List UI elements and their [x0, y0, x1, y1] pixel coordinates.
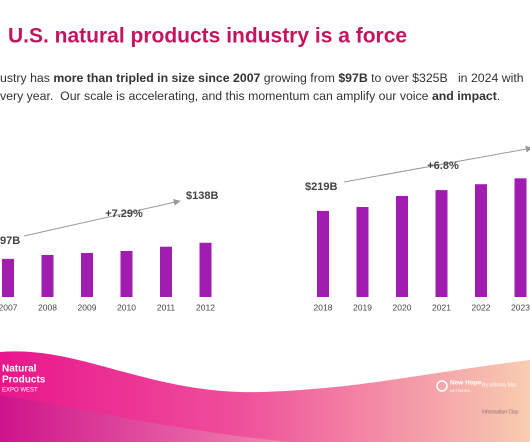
bar: [160, 246, 172, 297]
body-segment: .: [497, 89, 500, 103]
bar: [120, 251, 133, 297]
footer-wave: [0, 351, 530, 442]
network-icon: [436, 380, 448, 392]
body-segment: to over $325B in 2024 with: [368, 71, 524, 85]
bar: [81, 252, 93, 297]
x-tick-label: 2018: [314, 302, 333, 312]
classification: Information Clas: [482, 409, 519, 415]
body-segment: and impact: [432, 89, 497, 103]
expo-logo-line: Products: [2, 375, 46, 386]
bar: [317, 210, 329, 297]
value-label: $138B: [186, 190, 218, 202]
slide-title: U.S. natural products industry is a forc…: [8, 25, 407, 48]
footer: Natural Products EXPO WEST New Hope NETW…: [0, 351, 530, 442]
bar: [435, 190, 448, 297]
x-tick-label: 2011: [157, 302, 176, 312]
body-segment: $97B: [338, 71, 368, 85]
body-line: ustry has more than tripled in size sinc…: [0, 71, 524, 85]
bar: [199, 242, 212, 297]
expo-logo-line: EXPO WEST: [2, 388, 38, 394]
body-segment: very year. Our scale is accelerating, an…: [0, 89, 432, 103]
charts: 2007 2008 2009 2010 2011 201297B$138B+7.29%20…: [0, 145, 530, 312]
bar: [2, 258, 14, 297]
bar: [41, 254, 54, 297]
x-tick-label: 2007: [0, 302, 18, 312]
growth-label: +6.8%: [427, 160, 459, 172]
bar: [396, 195, 408, 297]
body-segment: growing from: [260, 71, 338, 85]
x-tick-label: 2019: [353, 302, 372, 312]
bar-chart: 2007 2008 2009 2010 2011 2012 97B $138B +7.29%: [0, 190, 218, 312]
body-segment: ustry has: [0, 71, 53, 85]
trend-arrow: [23, 198, 181, 237]
x-tick-label: 2012: [196, 302, 215, 312]
x-tick-label: 2021: [432, 302, 451, 312]
x-tick-label: 2022: [472, 302, 491, 312]
value-label: $219B: [305, 181, 337, 193]
growth-label: +7.29%: [105, 208, 143, 220]
network-logo: New Hope: [450, 380, 482, 387]
x-tick-label: 2010: [117, 302, 136, 312]
bar-chart: 2018 2019 2020 2021 2022 2023 $219B +6.8%: [305, 145, 530, 312]
body-line: very year. Our scale is accelerating, an…: [0, 89, 500, 103]
bar: [356, 207, 369, 297]
bar: [514, 178, 527, 297]
body-text: ustry has more than tripled in size sinc…: [0, 71, 524, 103]
value-label: 97B: [0, 235, 20, 247]
body-segment: more than tripled in size since 2007: [53, 71, 260, 85]
footer-wave-accent: [0, 395, 290, 442]
expo-logo-line: Natural: [2, 364, 37, 375]
trend-arrow: [343, 145, 530, 183]
network-sub: NETWORK: [450, 388, 471, 393]
bar: [475, 184, 487, 297]
x-tick-label: 2023: [511, 302, 530, 312]
x-tick-label: 2020: [393, 302, 412, 312]
x-tick-label: 2009: [78, 302, 97, 312]
informa-logo: By Informa Mar: [482, 382, 517, 388]
x-tick-label: 2008: [38, 302, 57, 312]
